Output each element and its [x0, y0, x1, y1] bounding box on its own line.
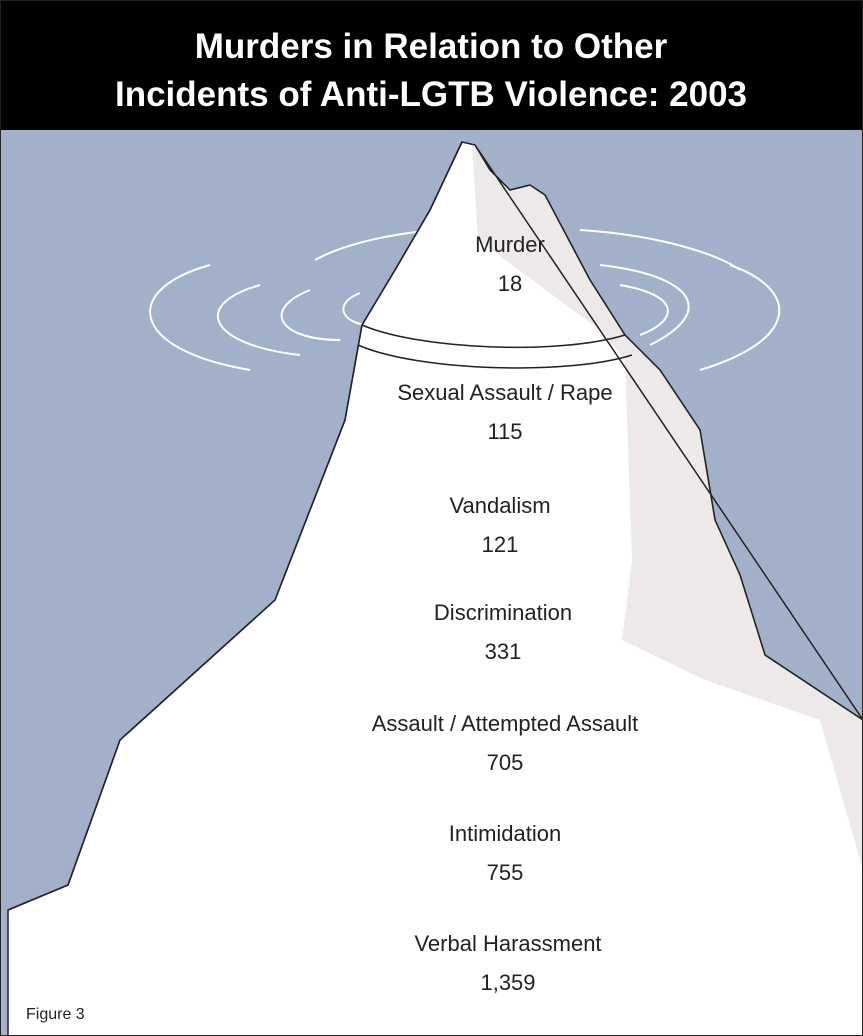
item-value: 755	[487, 860, 524, 885]
item-label: Vandalism	[449, 493, 550, 518]
item-value: 115	[487, 419, 522, 444]
ripples	[149, 227, 781, 371]
items: Murder 18 Sexual Assault / Rape 115 Vandalis…	[372, 232, 639, 995]
item-label: Murder	[475, 232, 545, 257]
item-value: 1,359	[480, 970, 535, 995]
item-value: 331	[485, 639, 522, 664]
item-label: Intimidation	[449, 821, 562, 846]
title-band	[0, 0, 863, 130]
item-value: 121	[482, 532, 519, 557]
waterline	[357, 344, 633, 369]
title: Murders in Relation to Other	[195, 27, 668, 66]
caption: Figure 3	[26, 1006, 85, 1023]
item-value: 705	[487, 750, 524, 775]
item-value: 18	[498, 271, 522, 296]
title: Incidents of Anti-LGTB Violence: 2003	[115, 75, 747, 114]
waterline	[361, 324, 626, 349]
shadow	[472, 145, 863, 870]
item-label: Discrimination	[434, 600, 572, 625]
outline	[7, 141, 863, 911]
item-label: Assault / Attempted Assault	[372, 711, 639, 736]
item-label: Sexual Assault / Rape	[397, 380, 612, 405]
item-label: Verbal Harassment	[414, 931, 601, 956]
